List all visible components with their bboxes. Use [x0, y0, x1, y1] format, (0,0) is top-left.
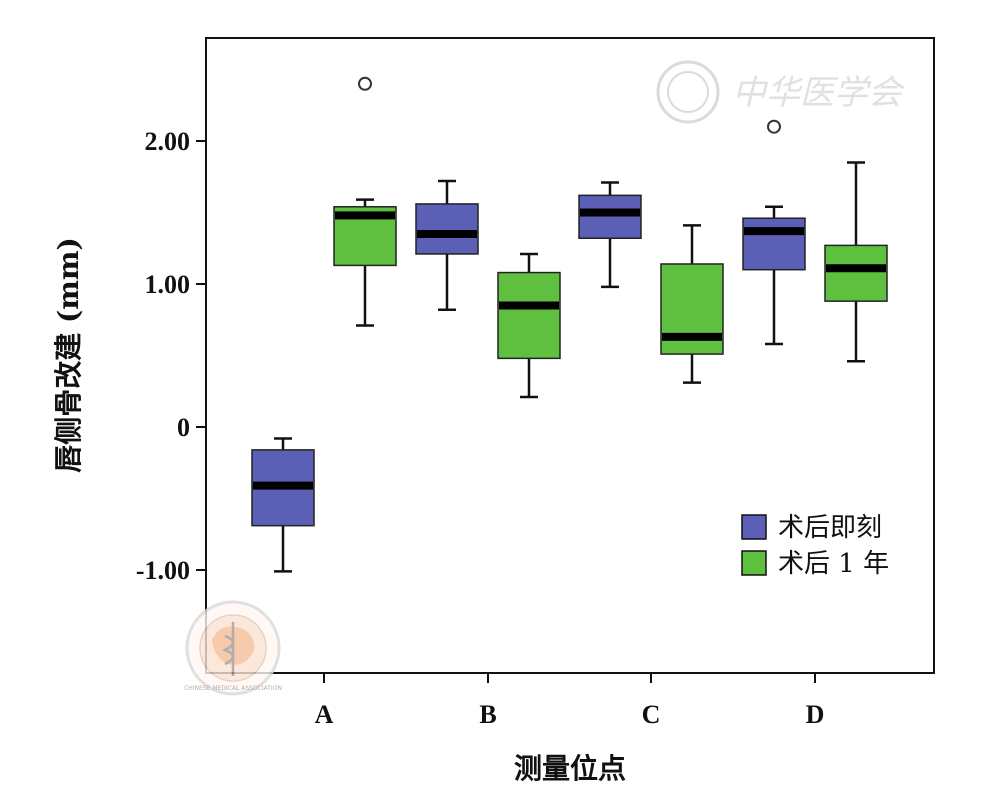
box-B-series-1: [497, 252, 561, 399]
x-axis-title: 测量位点: [514, 752, 626, 785]
watermark-seal-icon: [656, 60, 720, 124]
outlier-point: [358, 76, 372, 91]
seal-caption: CHINESE MEDICAL ASSOCIATION: [184, 685, 282, 692]
box-iqr: [415, 203, 479, 255]
box-B-series-0: [415, 179, 479, 311]
caduceus-icon: [221, 622, 235, 676]
box-iqr: [497, 271, 561, 360]
box-C-series-1: [660, 224, 724, 384]
watermark-text: 中华医学会: [732, 73, 906, 113]
watermark-seal-bottom: CHINESE MEDICAL ASSOCIATION: [184, 600, 282, 696]
box-iqr: [742, 217, 806, 271]
legend-label-immediate: 术后即刻: [778, 513, 882, 543]
watermark-top: 中华医学会: [656, 60, 906, 124]
legend-swatch-one-year: [741, 550, 767, 576]
x-tick-label: C: [642, 700, 661, 729]
y-tick-label: 1.00: [145, 270, 191, 299]
box-D-series-0: [742, 119, 806, 346]
box-A-series-0: [251, 437, 315, 573]
y-tick-label: 2.00: [145, 127, 191, 156]
legend: 术后即刻 术后 1 年: [741, 513, 889, 579]
box-A-series-1: [333, 76, 397, 327]
outlier-point: [767, 119, 781, 134]
y-axis-title: 唇侧骨改建 (mm): [52, 237, 85, 473]
x-tick-label: A: [315, 700, 334, 729]
legend-label-one-year: 术后 1 年: [778, 549, 889, 579]
plot-frame: [205, 37, 935, 674]
box-iqr: [824, 244, 888, 302]
x-tick-label: B: [479, 700, 496, 729]
box-iqr: [578, 194, 642, 239]
box-D-series-1: [824, 161, 888, 363]
y-tick-label: -1.00: [136, 556, 190, 585]
y-tick-label: 0: [177, 413, 190, 442]
box-C-series-0: [578, 181, 642, 289]
x-tick-label: D: [806, 700, 825, 729]
watermark-seal-inner-icon: [667, 71, 709, 113]
legend-swatch-immediate: [741, 514, 767, 540]
